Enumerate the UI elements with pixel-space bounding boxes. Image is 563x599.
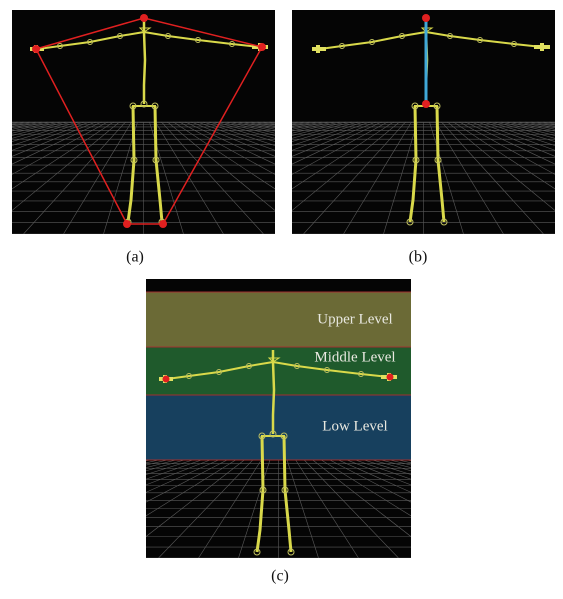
floor-grid xyxy=(411,452,563,558)
floor-grid xyxy=(417,452,563,558)
floor-grid xyxy=(441,452,563,558)
level-label: Low Level xyxy=(322,418,387,434)
floor-grid xyxy=(0,452,153,558)
floor-grid xyxy=(423,452,563,558)
floor-grid xyxy=(0,452,123,558)
floor-grid xyxy=(0,452,129,558)
floor-grid xyxy=(0,452,171,558)
floor-grid xyxy=(0,452,135,558)
panel-label: (c) xyxy=(271,568,289,585)
floor-grid xyxy=(556,122,563,234)
floor-grid xyxy=(405,452,563,558)
floor-grid xyxy=(435,452,563,558)
floor-grid xyxy=(459,452,563,558)
floor-grid xyxy=(387,452,563,558)
floor-grid xyxy=(447,452,563,558)
floor-grid xyxy=(0,452,99,558)
level-label: Middle Level xyxy=(314,349,395,365)
level-label: Upper Level xyxy=(317,311,392,327)
floor-grid xyxy=(453,452,563,558)
floor-grid xyxy=(393,452,563,558)
floor-grid xyxy=(0,452,159,558)
panel-label: (a) xyxy=(126,249,144,266)
floor-grid xyxy=(399,452,563,558)
floor-grid xyxy=(0,122,6,234)
panel-label: (b) xyxy=(409,249,428,266)
floor-grid xyxy=(0,452,165,558)
floor-grid xyxy=(429,452,563,558)
floor-grid xyxy=(0,452,147,558)
floor-grid xyxy=(0,452,117,558)
floor-grid xyxy=(0,122,12,234)
floor-grid xyxy=(0,452,141,558)
panel-c: Upper Level Middle Level Low Level xyxy=(0,279,563,558)
floor-grid xyxy=(0,452,105,558)
floor-grid xyxy=(0,452,111,558)
